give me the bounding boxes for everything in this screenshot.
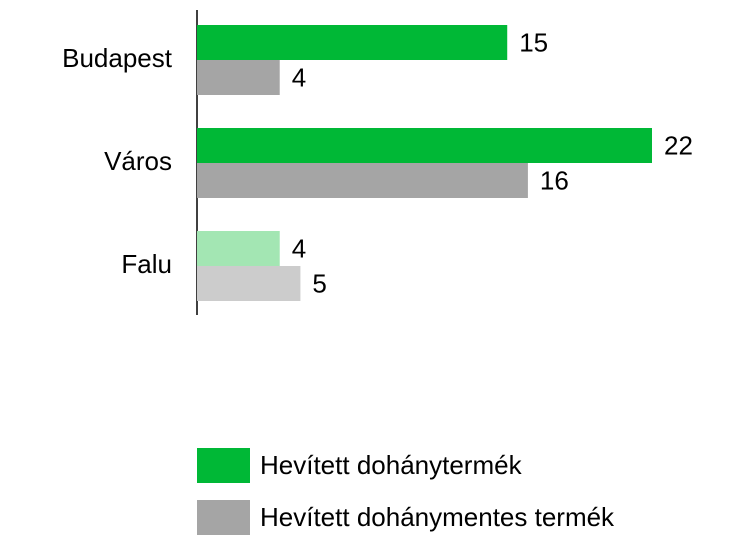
data-label: 15 bbox=[519, 27, 548, 57]
y-tick-label: Város bbox=[104, 146, 172, 176]
data-label: 4 bbox=[292, 233, 306, 263]
data-label: 16 bbox=[540, 165, 569, 195]
y-tick-label: Budapest bbox=[62, 43, 173, 73]
legend-swatch bbox=[197, 500, 250, 535]
legend-label: Hevített dohánytermék bbox=[260, 450, 523, 480]
bar bbox=[197, 60, 280, 95]
bar bbox=[197, 266, 301, 301]
bar bbox=[197, 25, 508, 60]
bar bbox=[197, 163, 528, 198]
data-label: 5 bbox=[312, 268, 326, 298]
bar bbox=[197, 128, 652, 163]
data-label: 22 bbox=[664, 130, 693, 160]
data-label: 4 bbox=[292, 62, 306, 92]
legend-label: Hevített dohánymentes termék bbox=[260, 502, 615, 532]
legend-swatch bbox=[197, 448, 250, 483]
bar bbox=[197, 231, 280, 266]
y-tick-label: Falu bbox=[121, 249, 172, 279]
